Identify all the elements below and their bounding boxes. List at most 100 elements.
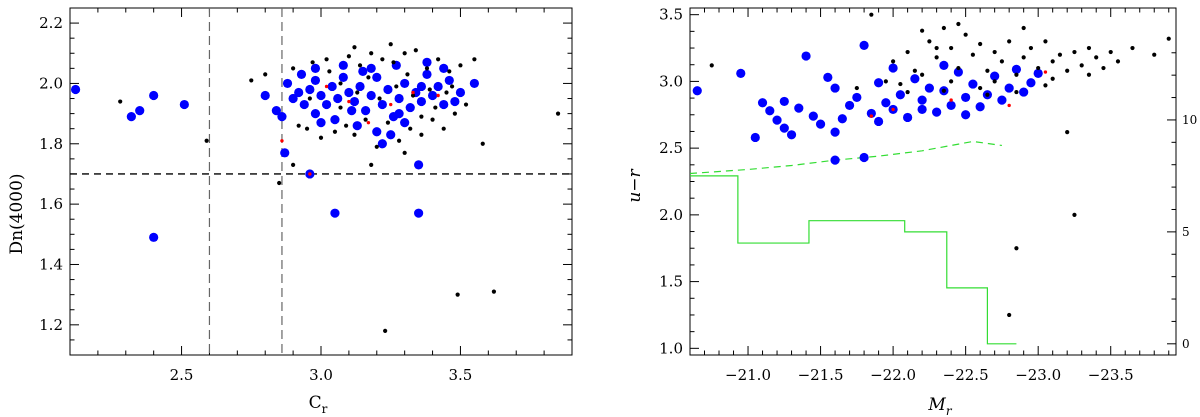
- blue-point: [946, 100, 956, 111]
- y-tick-label: 1.5: [659, 273, 683, 291]
- black-point: [413, 48, 418, 53]
- blue-point: [310, 109, 321, 119]
- black-point: [1014, 89, 1019, 95]
- blue-point: [830, 155, 840, 165]
- blue-point: [316, 118, 326, 128]
- blue-point: [975, 102, 985, 112]
- black-point: [1007, 312, 1012, 318]
- blue-point: [366, 63, 376, 73]
- black-point: [1007, 39, 1012, 44]
- blue-point: [394, 93, 404, 104]
- blue-point: [358, 66, 368, 76]
- red-point: [869, 114, 874, 118]
- dashed-green-curve: [689, 140, 1002, 175]
- blue-point: [1004, 83, 1014, 93]
- black-point: [941, 25, 946, 31]
- black-point: [388, 42, 393, 47]
- y-tick-label: 2.0: [39, 74, 63, 92]
- blue-point: [377, 139, 387, 149]
- blue-point: [422, 57, 432, 67]
- black-point: [1101, 65, 1106, 71]
- black-point: [324, 57, 329, 62]
- black-point: [118, 99, 123, 104]
- black-point: [1036, 65, 1041, 71]
- black-point: [458, 63, 463, 68]
- blue-point: [149, 232, 159, 242]
- black-point: [1094, 55, 1099, 60]
- blue-point: [310, 63, 321, 73]
- red-point: [436, 93, 440, 98]
- blue-point: [299, 99, 309, 110]
- blue-point: [361, 105, 371, 116]
- blue-point: [961, 92, 971, 103]
- blue-point: [823, 72, 833, 82]
- black-point: [1130, 45, 1135, 51]
- y-axis-title-left: Dn(4000): [7, 173, 27, 254]
- y-tick-label: 2.5: [659, 139, 683, 157]
- black-point: [891, 59, 896, 64]
- blue-point: [469, 78, 479, 89]
- blue-point: [961, 110, 971, 120]
- black-point: [956, 65, 961, 71]
- black-point: [905, 49, 910, 55]
- blue-point: [400, 78, 410, 89]
- red-point: [949, 98, 953, 102]
- black-point: [436, 57, 441, 62]
- blue-point: [414, 160, 424, 170]
- black-point: [1166, 36, 1171, 41]
- black-point: [408, 126, 413, 131]
- black-point: [332, 129, 338, 134]
- red-point: [366, 120, 371, 125]
- y-tick-label: 2.2: [39, 14, 63, 32]
- blue-point: [310, 75, 321, 86]
- blue-point: [282, 78, 293, 89]
- blue-point: [344, 87, 354, 98]
- black-point: [352, 45, 357, 50]
- blue-point: [808, 111, 818, 121]
- black-point: [1152, 52, 1157, 57]
- black-point: [555, 111, 561, 116]
- black-point: [1072, 49, 1077, 55]
- black-point: [1050, 76, 1055, 81]
- y-tick-label: 3.0: [659, 72, 683, 90]
- blue-point: [414, 208, 424, 218]
- black-point: [978, 41, 983, 47]
- blue-point: [394, 109, 404, 119]
- blue-point: [903, 112, 913, 123]
- black-point: [424, 66, 430, 71]
- blue-point: [366, 90, 376, 101]
- blue-point: [149, 90, 159, 101]
- blue-point: [939, 60, 949, 70]
- black-point: [869, 12, 874, 17]
- black-point: [912, 68, 917, 73]
- blue-point: [859, 40, 869, 50]
- black-point: [402, 150, 407, 155]
- blue-point: [386, 130, 396, 140]
- blue-point: [321, 99, 332, 110]
- black-point: [999, 59, 1005, 64]
- black-point: [1086, 72, 1092, 77]
- black-point: [377, 96, 382, 101]
- blue-point: [352, 121, 362, 131]
- black-point: [383, 328, 388, 333]
- black-point: [304, 126, 310, 131]
- black-point: [433, 105, 438, 110]
- black-point: [441, 126, 446, 131]
- blue-point: [779, 123, 789, 133]
- y-axis-title-right: u−r: [625, 168, 645, 202]
- blue-point: [924, 83, 934, 93]
- blue-point: [1019, 87, 1029, 97]
- blue-point: [953, 67, 963, 77]
- blue-point: [296, 69, 307, 79]
- black-point: [327, 69, 332, 74]
- blue-point: [794, 103, 804, 113]
- blue-point: [330, 208, 340, 218]
- blue-point: [757, 98, 768, 108]
- blue-point: [439, 63, 449, 73]
- black-point: [307, 96, 312, 101]
- blue-point: [932, 107, 942, 117]
- blue-point: [888, 63, 898, 73]
- black-point: [949, 79, 954, 84]
- blue-point: [349, 96, 360, 107]
- black-point: [934, 55, 939, 60]
